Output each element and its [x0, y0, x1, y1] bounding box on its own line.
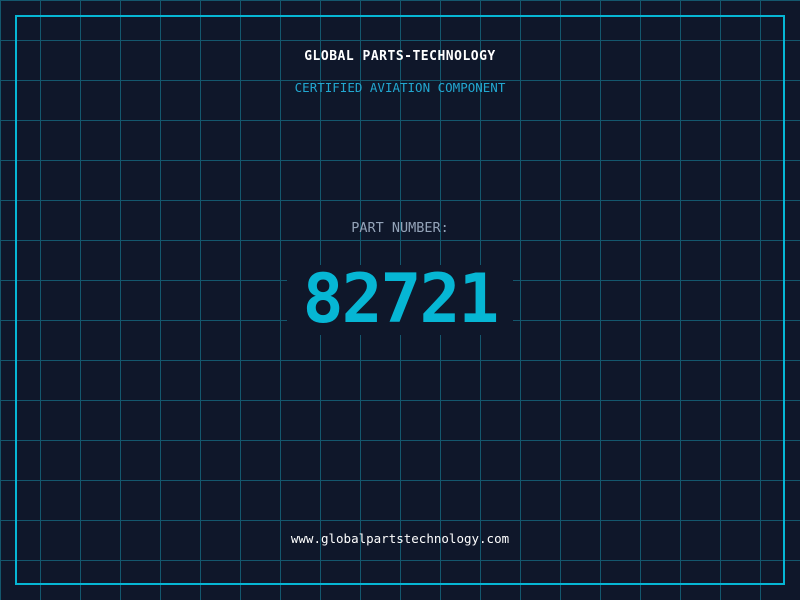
part-number-label: PART NUMBER: [351, 220, 449, 236]
border-frame [15, 15, 785, 585]
part-number-value: 82721 [302, 260, 500, 339]
website-url: www.globalpartstechnology.com [290, 531, 510, 546]
part-number-backdrop [287, 265, 513, 335]
subtitle: CERTIFIED AVIATION COMPONENT [294, 80, 506, 95]
company-name: GLOBAL PARTS-TECHNOLOGY [304, 49, 496, 64]
